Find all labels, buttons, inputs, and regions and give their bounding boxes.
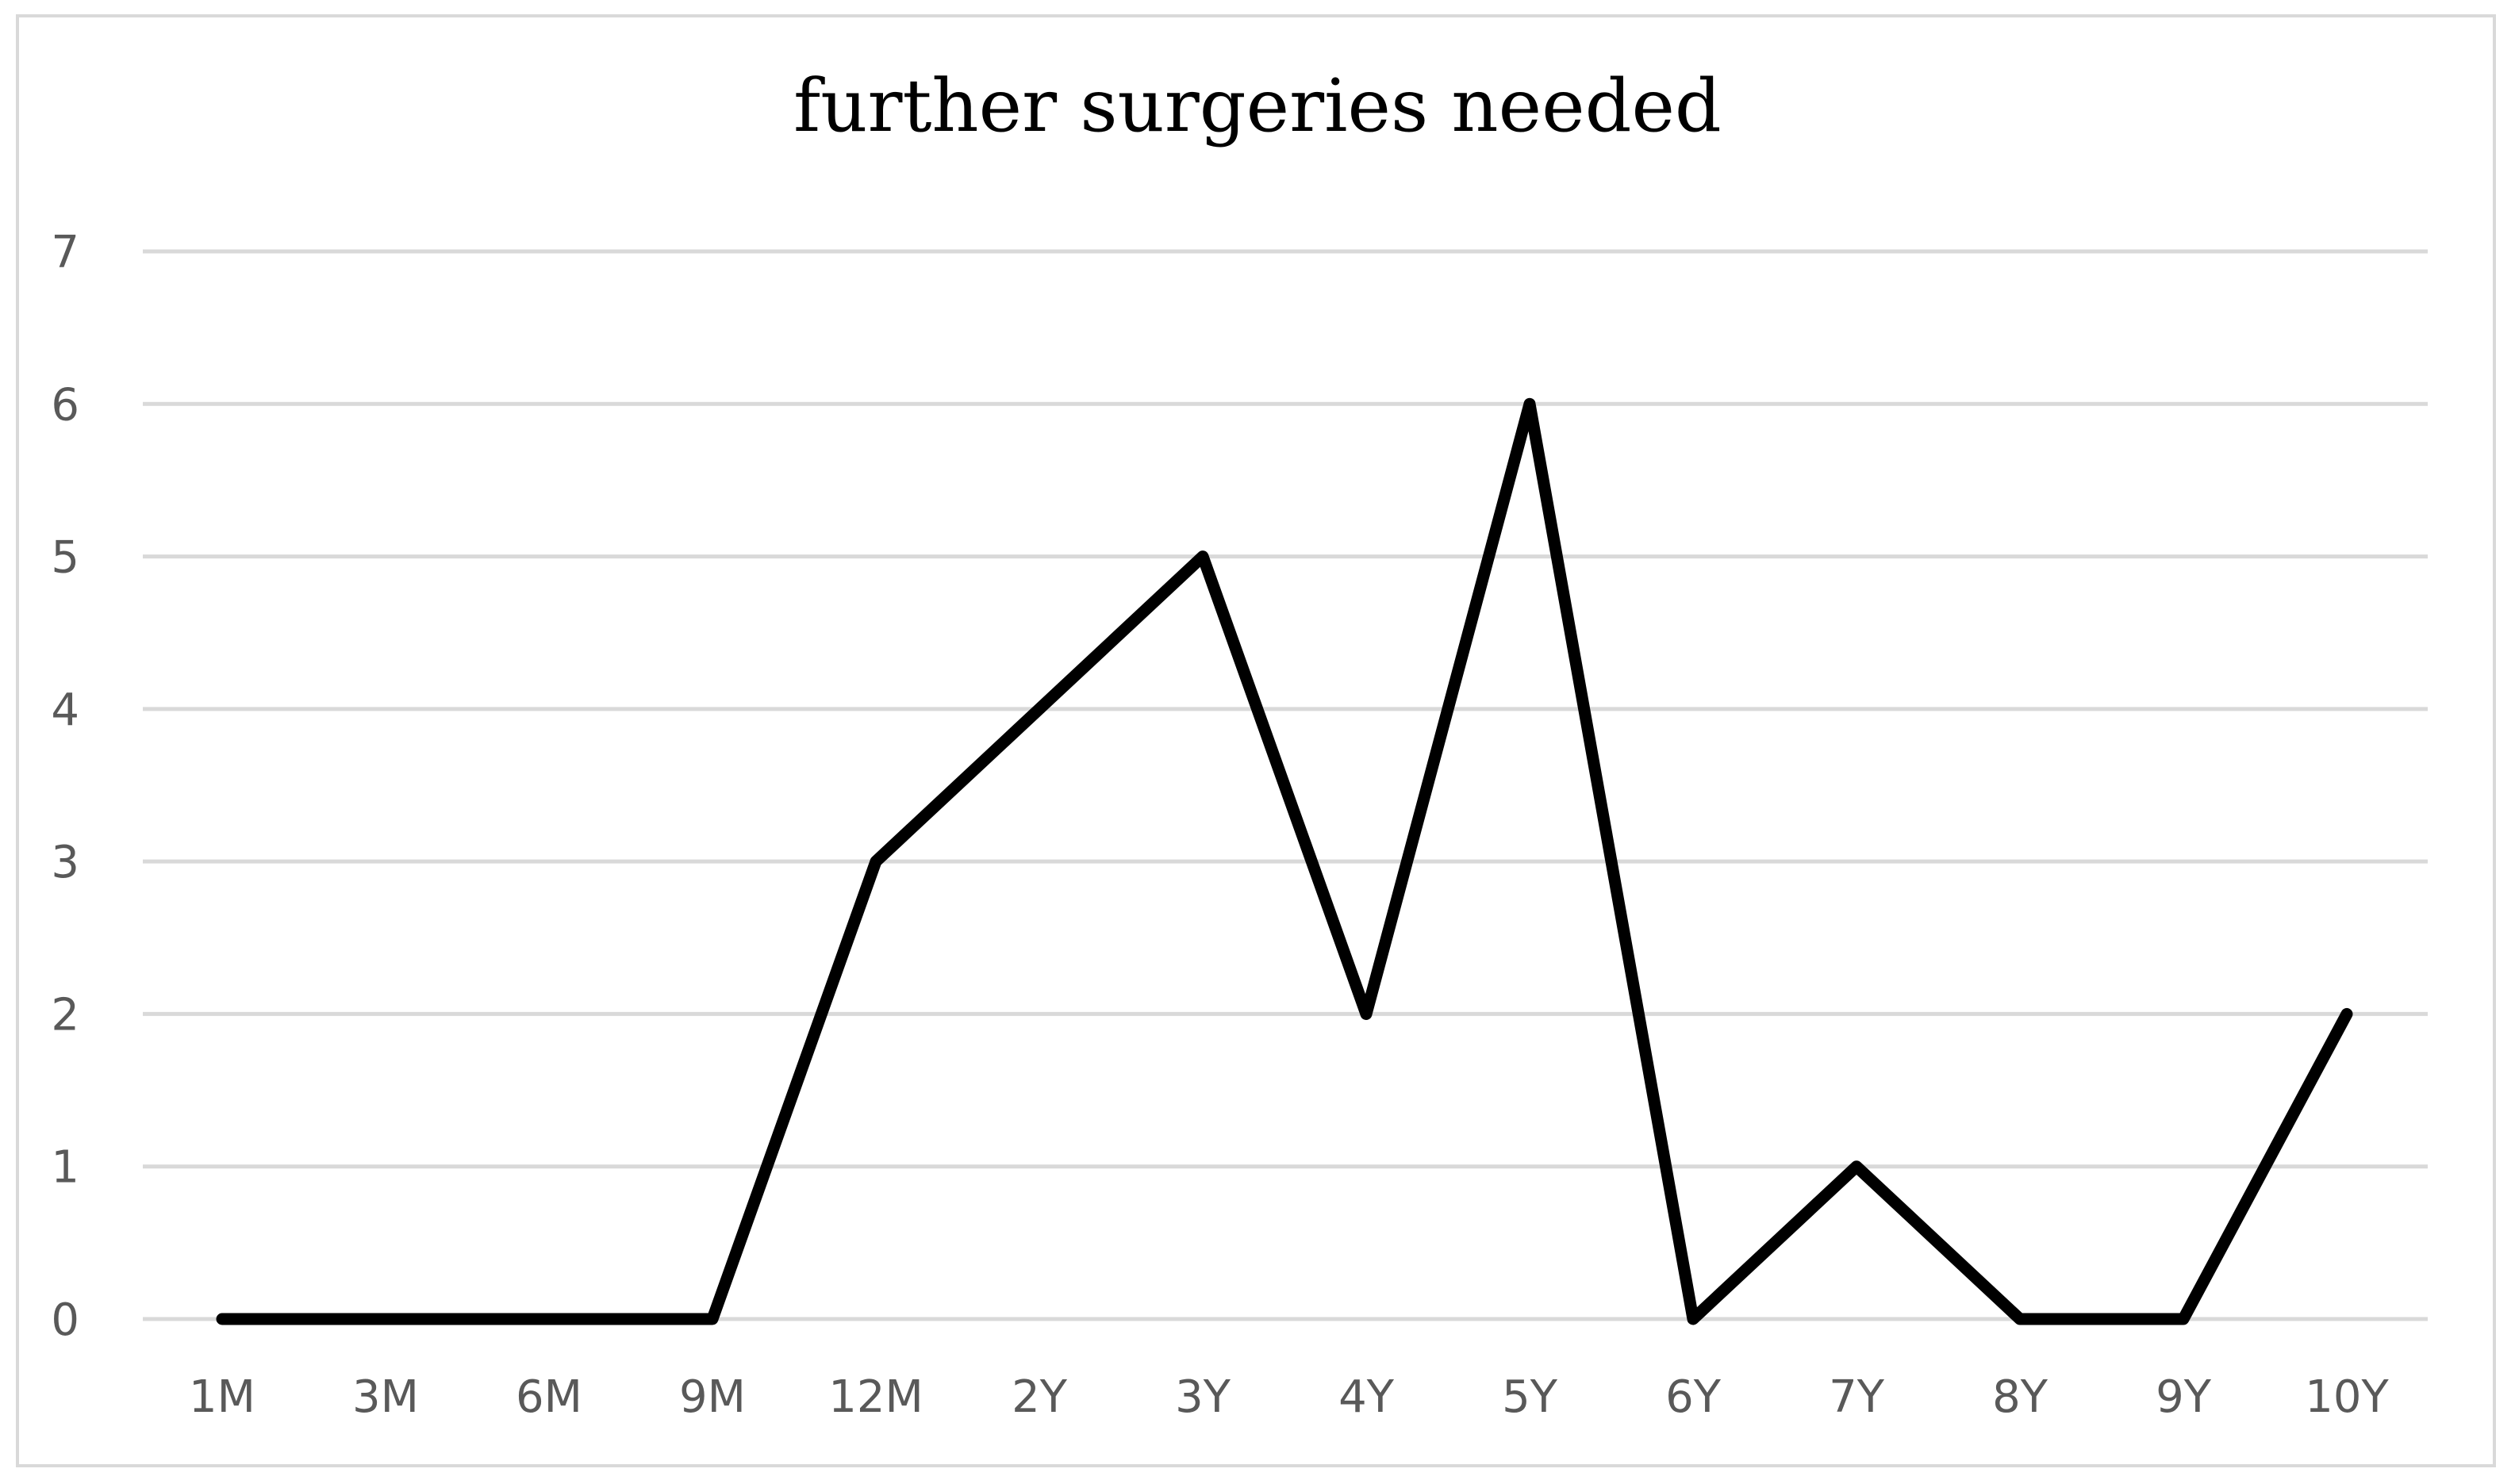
data-point — [875, 861, 877, 863]
y-tick-label: 3 — [51, 837, 79, 888]
data-point — [221, 1318, 223, 1320]
y-tick-label: 2 — [51, 989, 79, 1041]
y-tick-label: 4 — [51, 684, 79, 736]
data-point — [2019, 1318, 2021, 1320]
x-tick-label: 3Y — [1175, 1371, 1231, 1423]
series-line — [216, 397, 2353, 1325]
x-tick-label: 4Y — [1338, 1371, 1395, 1423]
data-point — [1039, 707, 1040, 710]
data-point — [385, 1318, 386, 1320]
x-tick-label: 1M — [189, 1371, 255, 1423]
x-tick-label: 3M — [352, 1371, 419, 1423]
y-tick-label: 1 — [51, 1142, 79, 1194]
x-tick-label: 7Y — [1829, 1371, 1885, 1423]
data-point — [1365, 1013, 1367, 1015]
x-tick-label: 12M — [828, 1371, 923, 1423]
x-tick-label: 9Y — [2156, 1371, 2212, 1423]
y-tick-label: 0 — [51, 1294, 79, 1346]
data-point — [1692, 1318, 1694, 1320]
data-point — [712, 1318, 713, 1320]
y-axis-tick-labels: 0 1 2 3 4 5 6 7 — [51, 227, 79, 1346]
chart-frame — [16, 14, 2496, 1467]
x-tick-label: 2Y — [1012, 1371, 1068, 1423]
data-point — [1202, 555, 1204, 558]
data-point — [2183, 1318, 2184, 1320]
x-axis-tick-labels: 1M 3M 6M 9M 12M 2Y 3Y 4Y 5Y 6Y 7Y 8Y 9Y 10Y — [189, 1371, 2390, 1423]
y-tick-label: 6 — [51, 379, 79, 431]
x-tick-label: 5Y — [1502, 1371, 1558, 1423]
data-point — [2346, 1013, 2348, 1015]
data-point — [548, 1318, 550, 1320]
x-tick-label: 10Y — [2305, 1371, 2389, 1423]
x-tick-label: 8Y — [1992, 1371, 2048, 1423]
gridlines — [143, 249, 2428, 1321]
data-point — [1529, 403, 1530, 405]
series-layer — [216, 397, 2353, 1325]
x-tick-label: 6M — [516, 1371, 582, 1423]
x-tick-label: 9M — [679, 1371, 746, 1423]
chart-title: further surgeries needed — [793, 63, 1722, 148]
x-tick-label: 6Y — [1665, 1371, 1722, 1423]
y-tick-label: 7 — [51, 227, 79, 278]
y-tick-label: 5 — [51, 532, 79, 584]
data-point — [1856, 1165, 1857, 1168]
